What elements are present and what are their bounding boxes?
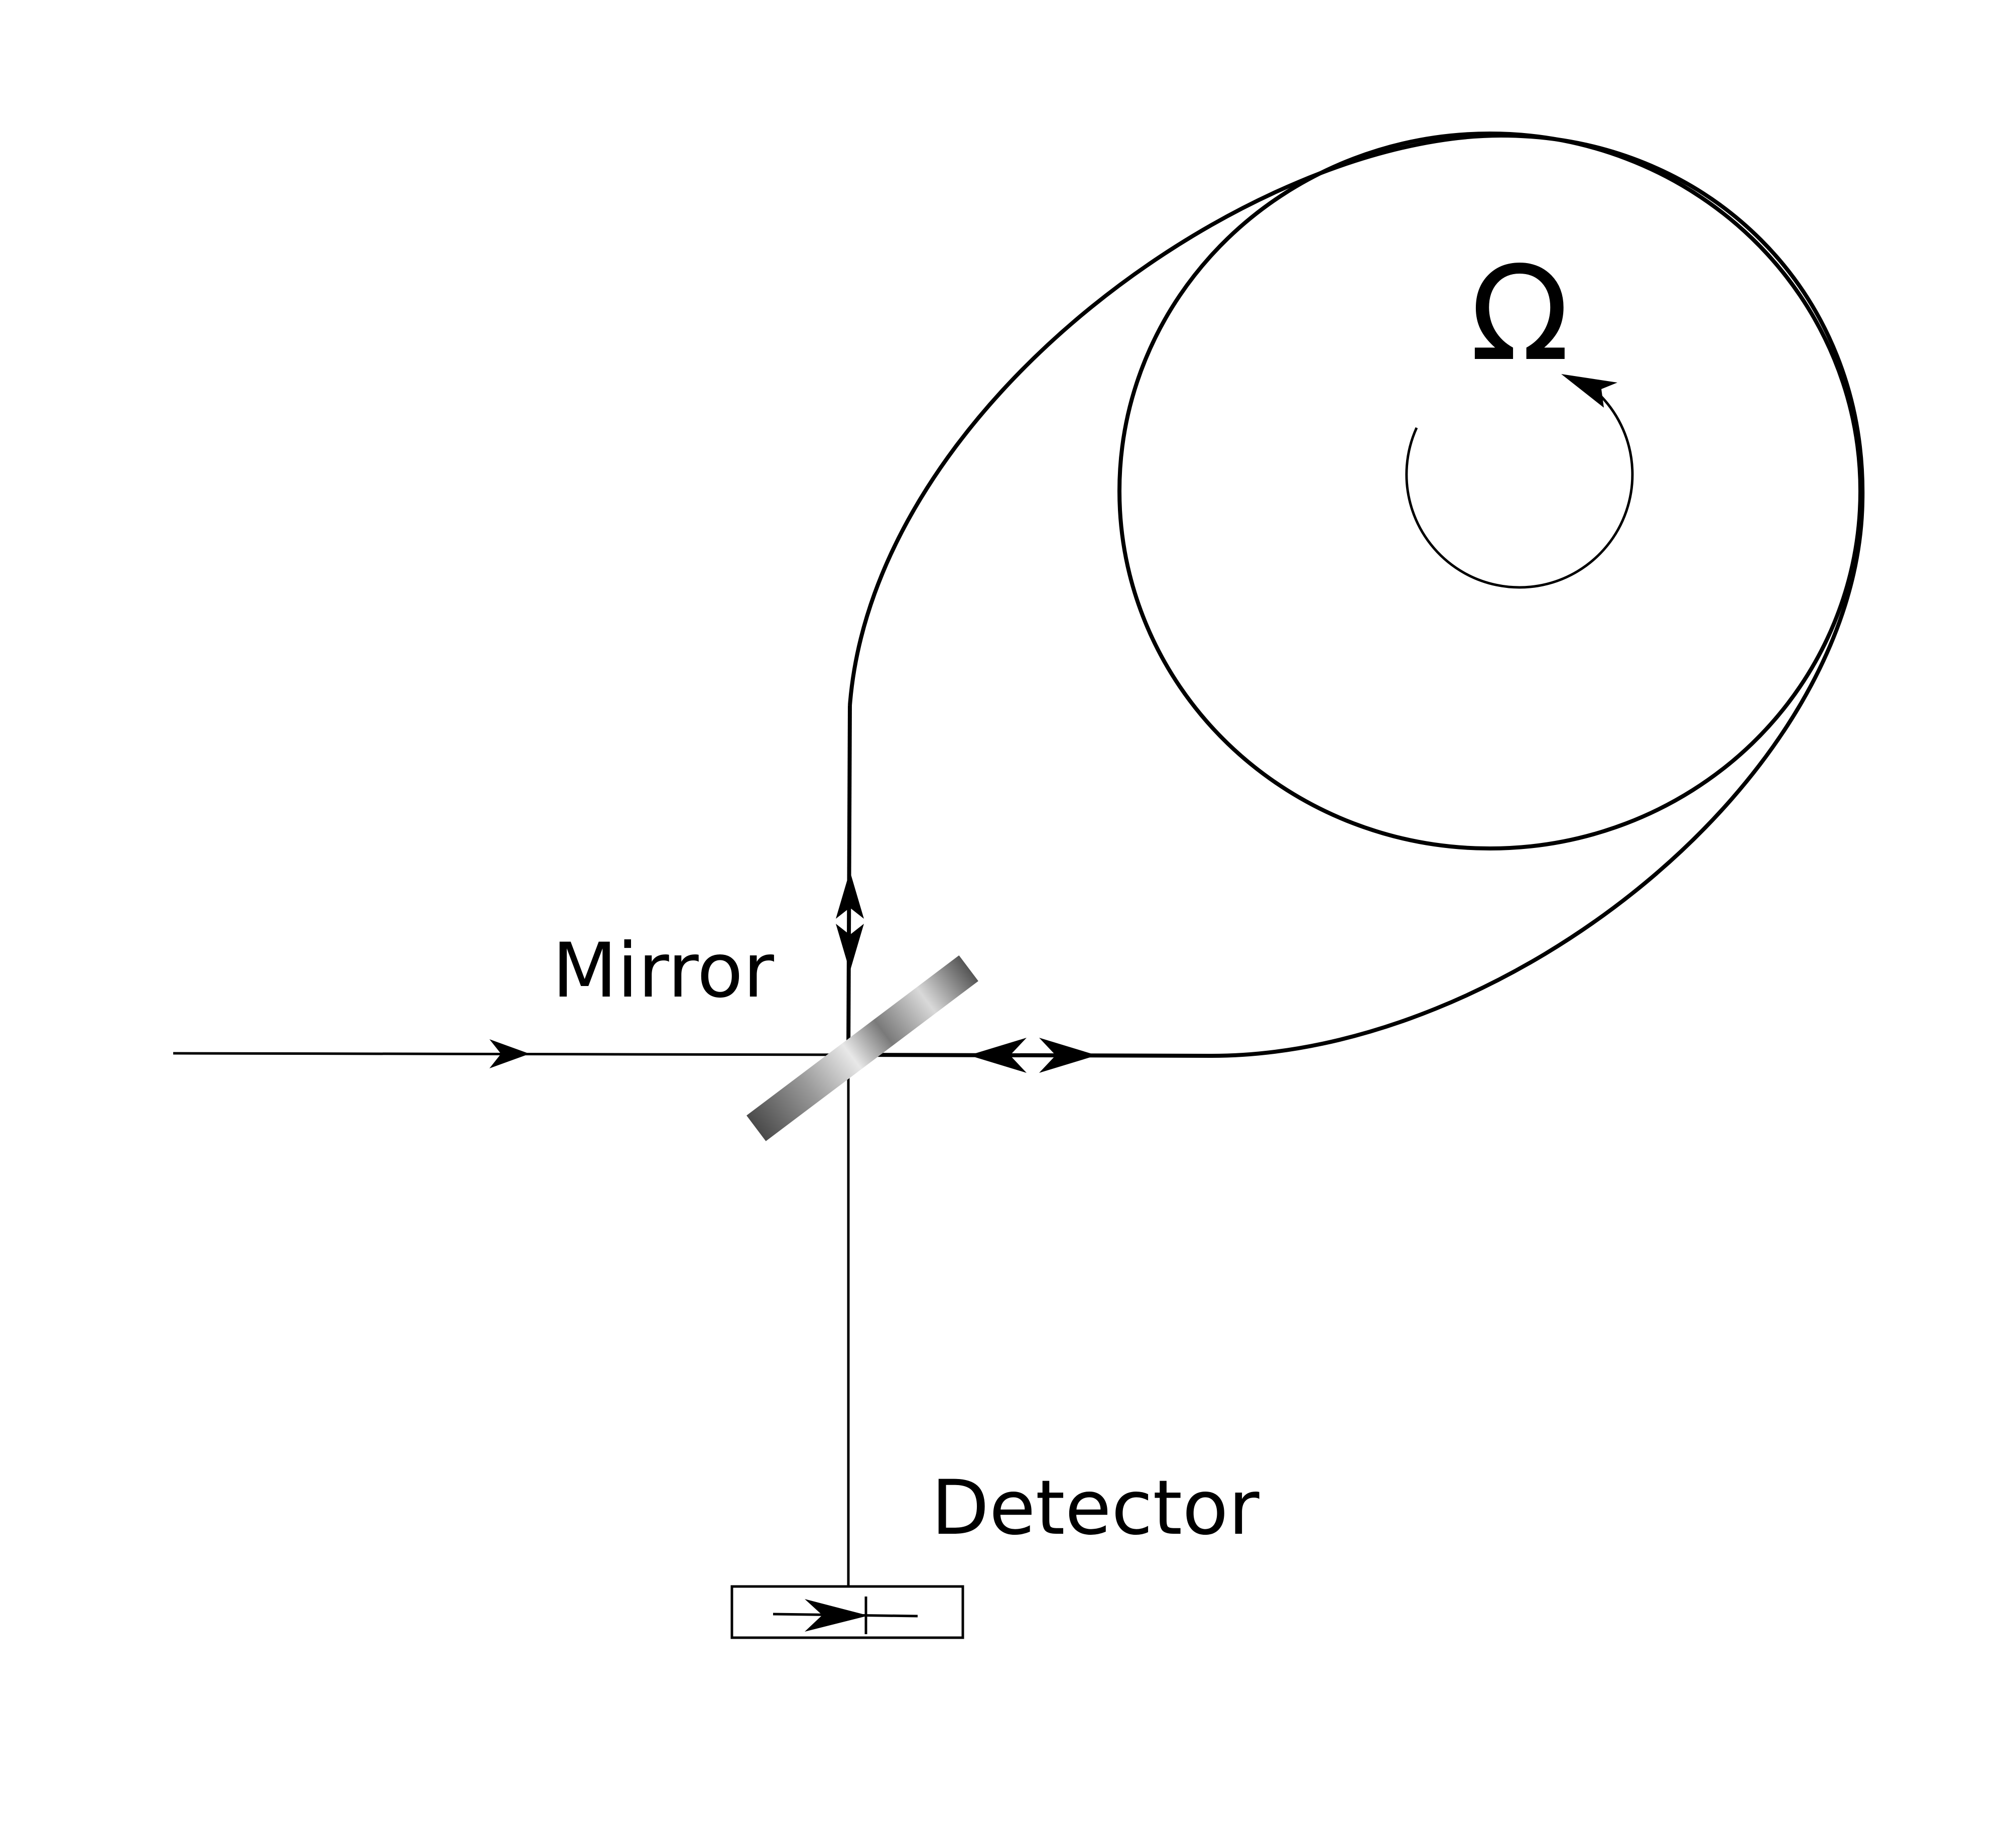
horizontal-right-arrow-icon [1039, 1038, 1097, 1073]
mirror-label: Mirror [552, 927, 774, 1015]
detector-label: Detector [931, 1464, 1259, 1552]
vertical-down-arrow-icon [836, 924, 864, 971]
rotation-arrowhead-icon [1561, 374, 1617, 408]
fiber-coil-outer [848, 133, 1865, 1058]
beam-splitter-mirror-icon [746, 955, 978, 1142]
input-beam-arrow-icon [489, 1039, 530, 1068]
photodetector-icon [730, 1585, 964, 1639]
fiber-coil-inner [1117, 132, 1862, 850]
vertical-up-arrow-icon [836, 871, 864, 919]
horizontal-beam-right [853, 1053, 1210, 1058]
rotation-arrow-icon [1405, 396, 1634, 589]
horizontal-left-arrow-icon [969, 1038, 1027, 1073]
angular-velocity-symbol: Ω [1470, 238, 1570, 390]
